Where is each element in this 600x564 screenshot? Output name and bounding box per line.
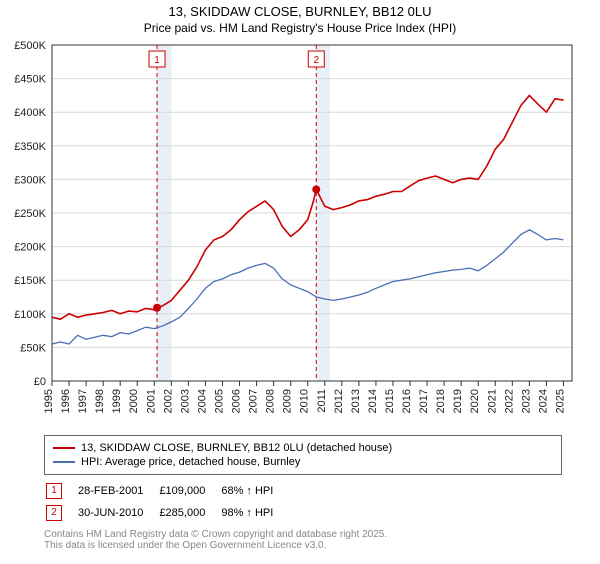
svg-text:2004: 2004	[196, 389, 208, 413]
sales-table: 1 28-FEB-2001 £109,000 68% ↑ HPI 2 30-JU…	[44, 479, 289, 525]
svg-text:2008: 2008	[265, 389, 277, 413]
sale-date: 30-JUN-2010	[78, 503, 157, 523]
footer-line: Contains HM Land Registry data © Crown c…	[44, 529, 562, 540]
svg-text:2024: 2024	[537, 389, 549, 413]
svg-text:£100K: £100K	[14, 309, 46, 321]
legend-label: 13, SKIDDAW CLOSE, BURNLEY, BB12 0LU (de…	[81, 442, 392, 454]
footer: Contains HM Land Registry data © Crown c…	[44, 529, 562, 551]
svg-text:1999: 1999	[111, 389, 123, 413]
sale-marker-icon: 1	[46, 483, 62, 499]
svg-text:2017: 2017	[418, 389, 430, 413]
svg-text:2020: 2020	[469, 389, 481, 413]
svg-text:£50K: £50K	[20, 342, 46, 354]
svg-text:2013: 2013	[350, 389, 362, 413]
svg-text:2011: 2011	[316, 389, 328, 413]
svg-text:£350K: £350K	[14, 141, 46, 153]
svg-text:£300K: £300K	[14, 174, 46, 186]
svg-text:2001: 2001	[145, 389, 157, 413]
page-subtitle: Price paid vs. HM Land Registry's House …	[0, 21, 600, 35]
svg-text:1: 1	[154, 55, 160, 66]
svg-text:2023: 2023	[520, 389, 532, 413]
svg-text:2007: 2007	[248, 389, 260, 413]
legend-label: HPI: Average price, detached house, Burn…	[81, 456, 300, 468]
svg-text:2000: 2000	[128, 389, 140, 413]
svg-text:2002: 2002	[162, 389, 174, 413]
svg-text:2015: 2015	[384, 389, 396, 413]
svg-text:2: 2	[313, 55, 319, 66]
svg-text:1996: 1996	[60, 389, 72, 413]
legend-swatch	[53, 461, 75, 463]
svg-text:2025: 2025	[554, 389, 566, 413]
footer-line: This data is licensed under the Open Gov…	[44, 540, 562, 551]
svg-text:2016: 2016	[401, 389, 413, 413]
svg-text:2022: 2022	[503, 389, 515, 413]
legend-item: 13, SKIDDAW CLOSE, BURNLEY, BB12 0LU (de…	[53, 442, 553, 454]
svg-text:2006: 2006	[231, 389, 243, 413]
sale-vs-hpi: 68% ↑ HPI	[221, 481, 287, 501]
svg-text:2005: 2005	[213, 389, 225, 413]
svg-text:2009: 2009	[282, 389, 294, 413]
svg-text:£400K: £400K	[14, 107, 46, 119]
sale-price: £285,000	[159, 503, 219, 523]
svg-text:2018: 2018	[435, 389, 447, 413]
legend: 13, SKIDDAW CLOSE, BURNLEY, BB12 0LU (de…	[44, 435, 562, 475]
svg-text:2003: 2003	[179, 389, 191, 413]
legend-item: HPI: Average price, detached house, Burn…	[53, 456, 553, 468]
svg-text:£500K: £500K	[14, 40, 46, 52]
svg-text:2012: 2012	[333, 389, 345, 413]
svg-text:2021: 2021	[486, 389, 498, 413]
svg-text:2014: 2014	[367, 389, 379, 413]
svg-text:2010: 2010	[299, 389, 311, 413]
sale-date: 28-FEB-2001	[78, 481, 157, 501]
svg-text:£0: £0	[34, 376, 46, 388]
price-chart: £0 £50K £100K £150K £200K £250K £300K £350K £400…	[0, 39, 600, 429]
svg-text:£250K: £250K	[14, 208, 46, 220]
table-row: 2 30-JUN-2010 £285,000 98% ↑ HPI	[46, 503, 287, 523]
sale-vs-hpi: 98% ↑ HPI	[221, 503, 287, 523]
page-title: 13, SKIDDAW CLOSE, BURNLEY, BB12 0LU	[0, 4, 600, 19]
sale-marker-icon: 2	[46, 505, 62, 521]
svg-text:2019: 2019	[452, 389, 464, 413]
table-row: 1 28-FEB-2001 £109,000 68% ↑ HPI	[46, 481, 287, 501]
svg-text:1997: 1997	[77, 389, 89, 413]
legend-swatch	[53, 447, 75, 449]
svg-text:1995: 1995	[43, 389, 55, 413]
svg-text:£200K: £200K	[14, 242, 46, 254]
sale-price: £109,000	[159, 481, 219, 501]
svg-text:£150K: £150K	[14, 275, 46, 287]
svg-text:£450K: £450K	[14, 74, 46, 86]
svg-text:1998: 1998	[94, 389, 106, 413]
